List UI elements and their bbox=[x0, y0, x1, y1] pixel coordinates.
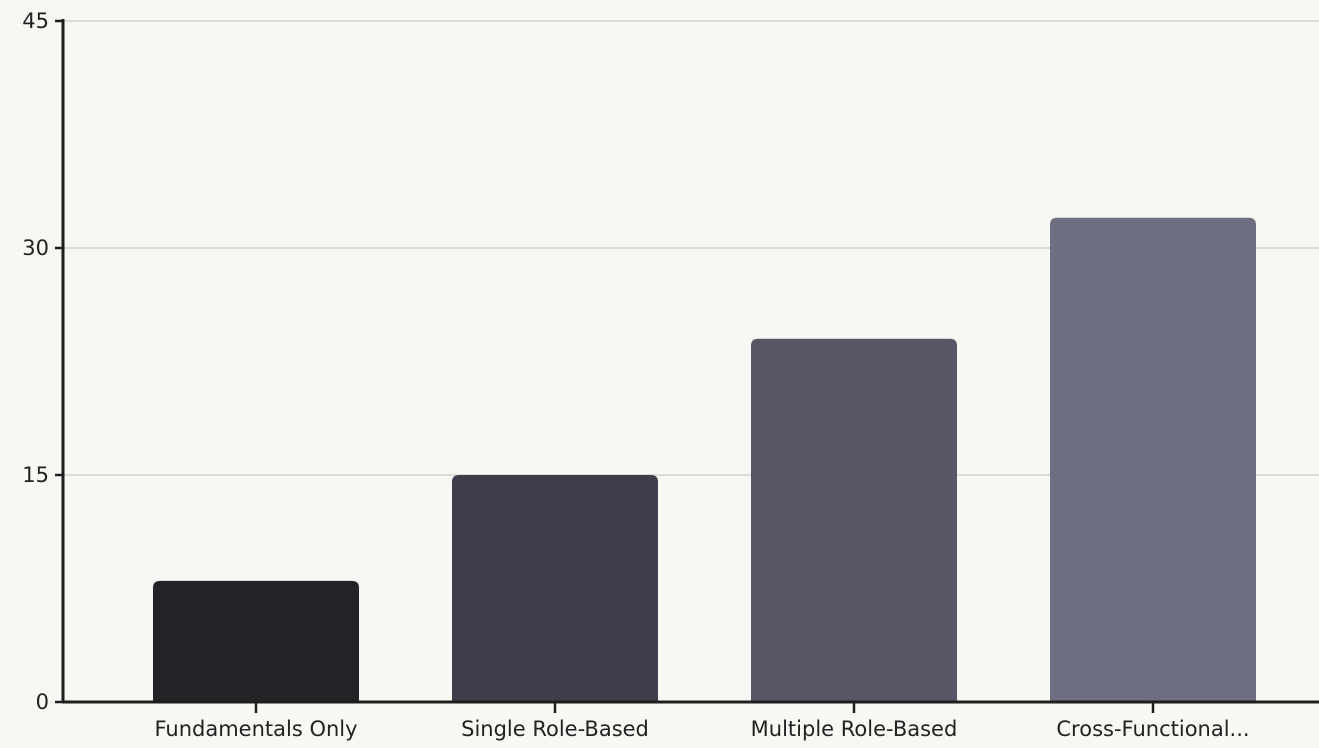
bars bbox=[153, 217, 1256, 702]
x-tick-label: Cross-Functional... bbox=[1056, 717, 1249, 741]
y-tick-label: 0 bbox=[36, 690, 49, 714]
bar bbox=[153, 580, 359, 702]
x-tick-label: Fundamentals Only bbox=[154, 717, 357, 741]
bar bbox=[452, 475, 658, 702]
x-tick-label: Multiple Role-Based bbox=[751, 717, 958, 741]
y-tick-label: 15 bbox=[22, 463, 49, 487]
bar bbox=[1050, 217, 1256, 702]
y-tick-label: 45 bbox=[22, 9, 49, 33]
labels: 0 15 30 45 Fundamentals Only Single Role-Base… bbox=[22, 9, 1249, 741]
axes bbox=[55, 19, 1319, 713]
x-tick-label: Single Role-Based bbox=[461, 717, 649, 741]
bar bbox=[751, 338, 957, 702]
y-tick-label: 30 bbox=[22, 236, 49, 260]
